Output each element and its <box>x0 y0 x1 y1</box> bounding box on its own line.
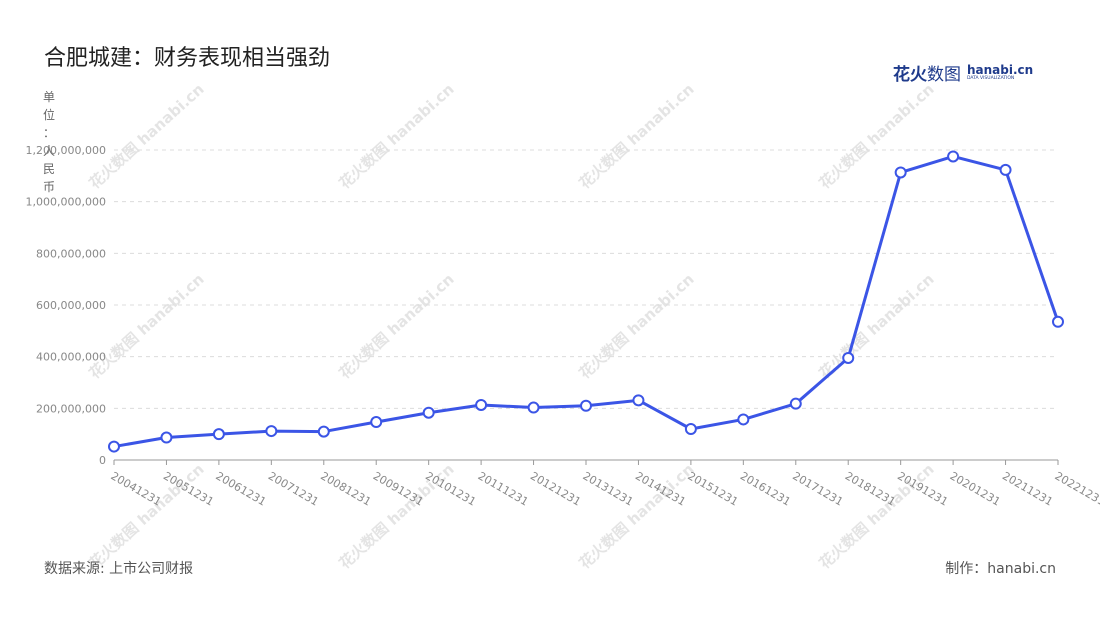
x-tick-label: 20151231 <box>685 469 740 508</box>
maker-credit: 制作：hanabi.cn <box>945 561 1056 577</box>
unit-char: 位 <box>42 108 55 122</box>
y-tick-label: 0 <box>99 454 106 467</box>
watermark: 花火数图 hanabi.cn <box>816 460 938 572</box>
unit-char: 币 <box>42 180 55 194</box>
data-point <box>1052 315 1064 328</box>
watermark: 花火数图 hanabi.cn <box>816 80 938 192</box>
watermark: 花火数图 hanabi.cn <box>576 80 698 192</box>
y-axis-unit-label: 单位 ： 人民币 <box>42 88 56 196</box>
data-point <box>842 351 855 364</box>
unit-char: 单 <box>42 90 55 104</box>
x-tick-label: 20071231 <box>266 469 321 508</box>
x-tick-label: 20171231 <box>790 469 845 508</box>
x-tick-label: 20181231 <box>843 469 898 508</box>
x-tick-label: 20061231 <box>213 469 268 508</box>
data-point <box>999 163 1012 176</box>
brand-logo-en: hanabi.cn DATA VISUALIZATION <box>967 62 1034 81</box>
x-tick-label: 20201231 <box>948 469 1003 508</box>
brand-logo-cn: 花火数图 <box>893 65 961 85</box>
watermark: 花火数图 hanabi.cn <box>86 270 208 382</box>
brand-logo: 花火数图 hanabi.cn DATA VISUALIZATION <box>893 60 1033 85</box>
y-tick-label: 600,000,000 <box>36 299 106 312</box>
y-tick-label: 800,000,000 <box>36 247 106 260</box>
x-axis-ticks: 2004123120051231200612312007123120081231… <box>109 469 1100 508</box>
data-point <box>527 401 540 414</box>
watermark: 花火数图 hanabi.cn <box>576 270 698 382</box>
x-axis <box>113 459 1059 465</box>
data-point <box>370 416 383 429</box>
y-tick-label: 1,000,000,000 <box>26 196 106 209</box>
watermark: 花火数图 hanabi.cn <box>86 460 208 572</box>
data-point <box>894 166 907 179</box>
x-tick-label: 20161231 <box>738 469 793 508</box>
data-point <box>422 406 435 419</box>
watermark: 花火数图 hanabi.cn <box>816 270 938 382</box>
data-point <box>475 398 488 411</box>
data-point <box>317 425 330 438</box>
x-tick-label: 20121231 <box>528 469 583 508</box>
data-point <box>684 423 697 435</box>
data-source: 数据来源: 上市公司财报 <box>44 561 194 577</box>
data-point <box>212 428 225 441</box>
data-point <box>108 440 120 453</box>
y-tick-label: 400,000,000 <box>36 351 106 364</box>
x-tick-label: 20041231 <box>109 469 164 508</box>
unit-char: 人 <box>42 144 55 158</box>
watermark: 花火数图 hanabi.cn <box>336 270 458 382</box>
data-point <box>580 399 592 412</box>
chart-title: 合肥城建：财务表现相当强劲 <box>44 46 331 71</box>
data-point <box>737 413 750 426</box>
data-point <box>789 397 802 410</box>
x-tick-label: 20111231 <box>476 469 531 508</box>
data-point <box>265 425 278 438</box>
x-tick-label: 20081231 <box>318 469 373 508</box>
data-point <box>947 150 960 163</box>
x-tick-label: 20131231 <box>581 469 636 508</box>
data-point <box>632 394 645 407</box>
x-tick-label: 20211231 <box>1000 469 1055 508</box>
y-tick-label: 200,000,000 <box>36 402 106 415</box>
watermark: 花火数图 hanabi.cn <box>336 80 458 192</box>
watermark: 花火数图 hanabi.cn <box>86 80 208 192</box>
y-tick-label: 1,200,000,000 <box>26 144 106 157</box>
x-tick-label: 20221231 <box>1053 469 1100 508</box>
series <box>108 150 1064 453</box>
data-point <box>160 431 173 444</box>
unit-char: ： <box>42 126 55 140</box>
y-axis-ticks: 0 200,000,000 400,000,000 600,000,000 800,00… <box>26 144 106 467</box>
unit-char: 民 <box>42 162 55 176</box>
